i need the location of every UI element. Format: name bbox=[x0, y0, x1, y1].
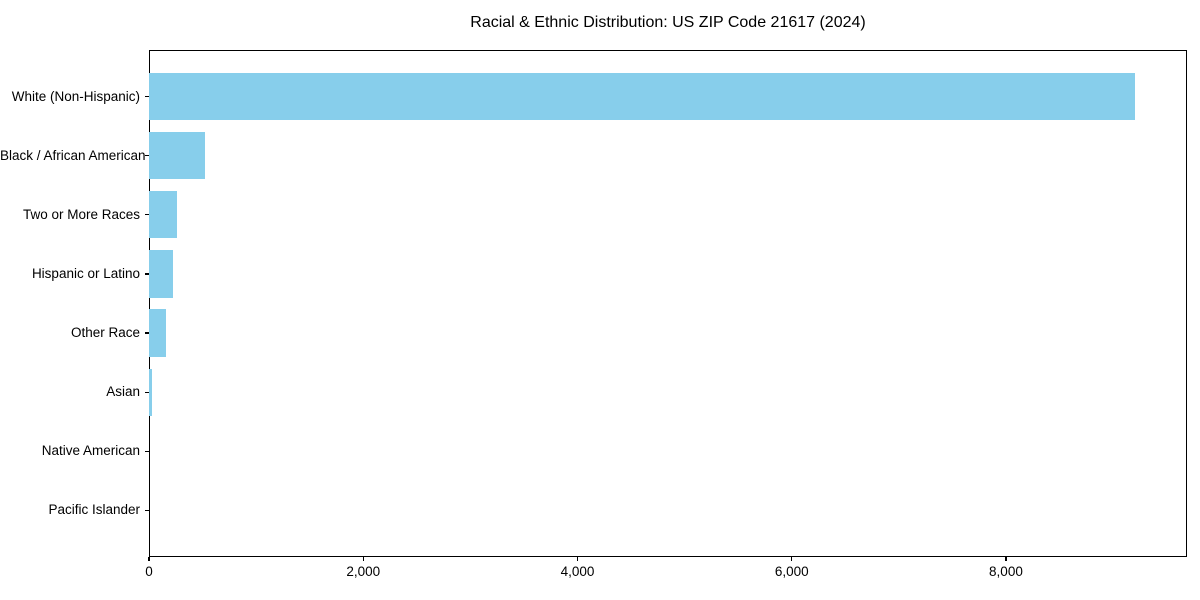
plot-area bbox=[149, 50, 1187, 557]
x-tick-label: 0 bbox=[145, 564, 153, 579]
y-tick-label-white-non-hispanic: White (Non-Hispanic) bbox=[11, 88, 140, 104]
y-tick-label-pacific-islander: Pacific Islander bbox=[48, 502, 140, 518]
y-tick-mark bbox=[145, 332, 149, 334]
y-tick-mark bbox=[145, 391, 149, 393]
y-tick-label-black-african-american: Black / African American bbox=[0, 147, 146, 163]
x-tick-mark bbox=[148, 557, 150, 561]
bar-other-race bbox=[149, 309, 166, 357]
x-tick-mark bbox=[1005, 557, 1007, 561]
bar-black-african-american bbox=[149, 132, 205, 180]
chart-title: Racial & Ethnic Distribution: US ZIP Cod… bbox=[470, 14, 866, 31]
y-tick-mark bbox=[145, 96, 149, 98]
x-tick-label: 8,000 bbox=[989, 564, 1023, 579]
y-tick-mark bbox=[145, 450, 149, 452]
y-tick-label-asian: Asian bbox=[106, 384, 140, 400]
y-tick-label-native-american: Native American bbox=[41, 443, 140, 459]
bar-white-non-hispanic bbox=[149, 73, 1135, 121]
x-tick-mark bbox=[362, 557, 364, 561]
x-tick-mark bbox=[791, 557, 793, 561]
bar-hispanic-or-latino bbox=[149, 250, 174, 298]
y-tick-mark bbox=[145, 273, 149, 275]
bar-two-or-more-races bbox=[149, 191, 178, 239]
y-tick-mark bbox=[145, 509, 149, 511]
x-tick-mark bbox=[576, 557, 579, 561]
y-tick-label-two-or-more-races: Two or More Races bbox=[22, 206, 140, 222]
y-tick-label-hispanic-or-latino: Hispanic or Latino bbox=[31, 265, 140, 281]
x-tick-label: 4,000 bbox=[560, 564, 595, 579]
y-tick-label-other-race: Other Race bbox=[70, 325, 140, 341]
y-tick-mark bbox=[145, 155, 149, 157]
x-tick-label: 6,000 bbox=[774, 564, 809, 579]
x-tick-label: 2,000 bbox=[346, 564, 381, 579]
bar-asian bbox=[149, 368, 152, 416]
y-tick-mark bbox=[145, 214, 149, 216]
